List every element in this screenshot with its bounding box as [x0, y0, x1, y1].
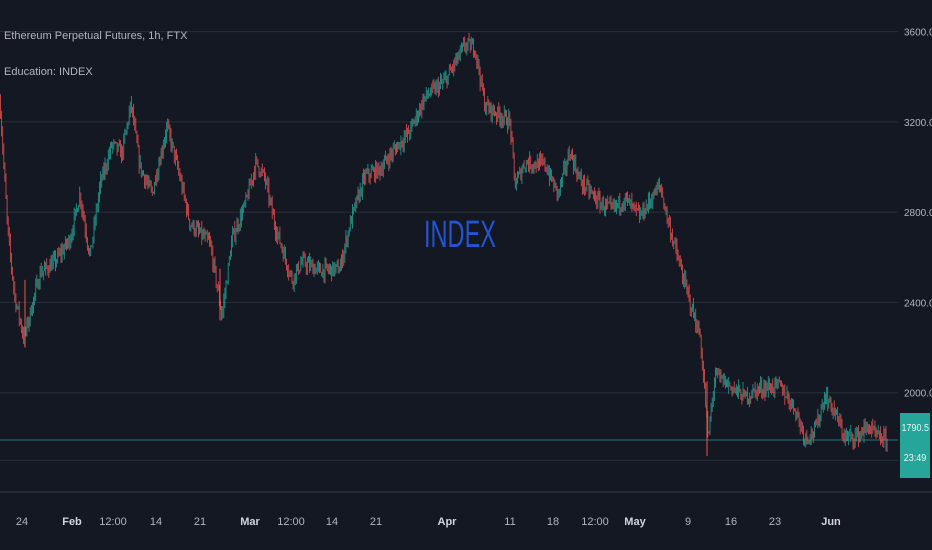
time-tick-label: 12:00: [99, 516, 127, 528]
price-tick-label: 2800.0: [904, 208, 932, 219]
time-tick-label: 24: [16, 516, 28, 528]
time-tick-label: 12:00: [581, 516, 609, 528]
price-tick-label: 3600.0: [904, 28, 932, 39]
time-tick-label: 11: [504, 516, 515, 528]
time-tick-label: 14: [150, 516, 162, 528]
time-tick-label: Feb: [62, 516, 82, 528]
price-tick-label: 3200.0: [904, 118, 932, 129]
time-tick-label: Jun: [821, 516, 841, 528]
indicator-label[interactable]: Education: INDEX: [4, 66, 93, 78]
price-tick-label: 2000.0: [904, 389, 932, 400]
time-tick-label: 12:00: [277, 516, 305, 528]
bar-countdown: 23:49: [903, 453, 927, 464]
time-tick-label: May: [624, 516, 646, 528]
time-tick-label: Mar: [240, 516, 260, 528]
time-tick-label: 21: [370, 516, 382, 528]
time-tick-label: 18: [547, 516, 559, 528]
chart-grid: [0, 31, 932, 493]
price-tick-label: 2400.0: [904, 298, 932, 309]
last-price-value: 1790.5: [901, 423, 930, 434]
time-tick-label: 9: [685, 516, 691, 528]
time-tick-label: 16: [725, 516, 737, 528]
symbol-title[interactable]: Ethereum Perpetual Futures, 1h, FTX: [4, 30, 188, 42]
time-tick-label: Apr: [438, 516, 458, 528]
last-price-badge: 1790.5 23:49: [900, 413, 930, 478]
price-axis[interactable]: 3600.0 3200.0 2800.0 2400.0 2000.0: [904, 28, 932, 400]
time-tick-label: 14: [326, 516, 338, 528]
time-axis[interactable]: 24 Feb 12:00 14 21 Mar 12:00 14 21 Apr 11 18 12:00 Ma…: [16, 516, 841, 528]
time-tick-label: 21: [194, 516, 206, 528]
time-tick-label: 23: [769, 516, 781, 528]
candlestick-series: [0, 32, 888, 456]
watermark-text: INDEX: [424, 214, 497, 256]
